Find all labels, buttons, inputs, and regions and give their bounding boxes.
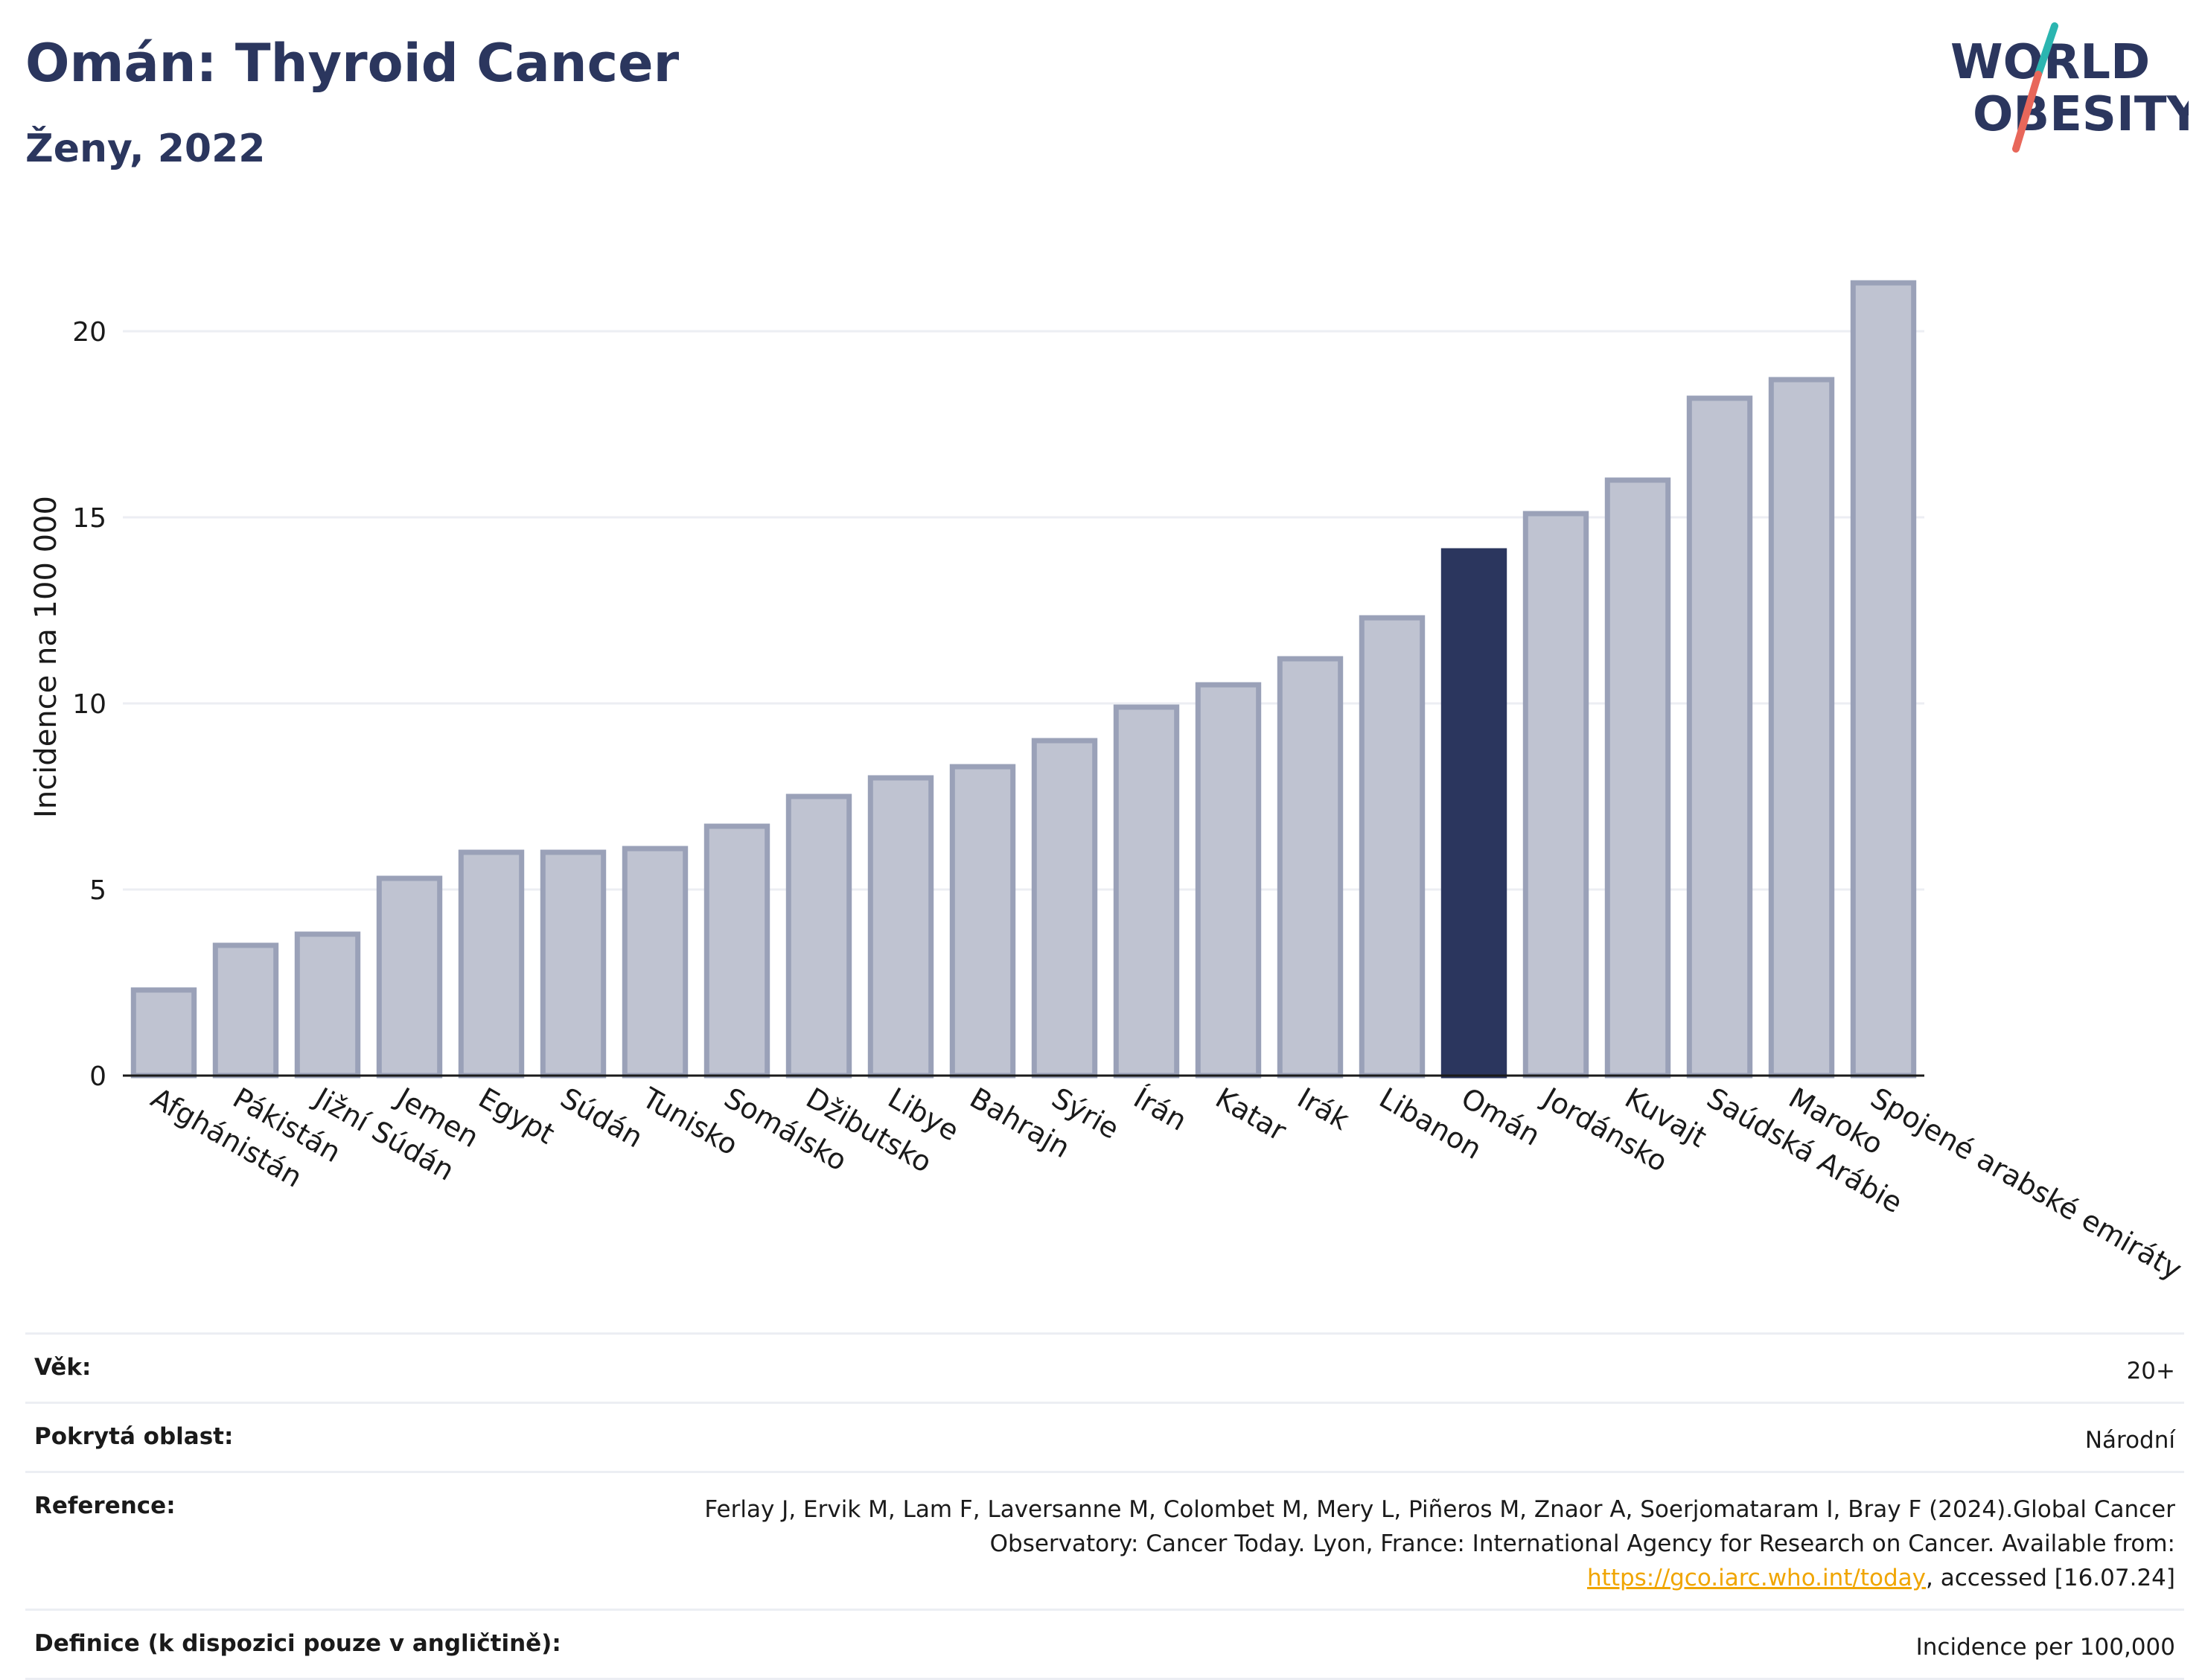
x-tick-label: Tunisko: [636, 1081, 744, 1162]
reference-accessed: , accessed [16.07.24]: [1925, 1565, 2175, 1591]
y-tick-label: 10: [72, 689, 106, 720]
bar: [1359, 615, 1426, 1079]
info-label-age: Věk:: [34, 1354, 92, 1381]
bar: [785, 793, 852, 1079]
bar: [130, 987, 197, 1079]
logo-slash-teal: [2035, 22, 2058, 78]
info-value-reference: Ferlay J, Ervik M, Lam F, Laversanne M, …: [649, 1492, 2175, 1595]
info-row-coverage: Pokrytá oblast: Národní: [25, 1402, 2184, 1471]
info-table: Věk: 20+ Pokrytá oblast: Národní Referen…: [25, 1332, 2184, 1680]
bar: [703, 823, 770, 1079]
y-tick-label: 0: [89, 1061, 106, 1092]
bar: [1686, 395, 1753, 1079]
info-row-reference: Reference: Ferlay J, Ervik M, Lam F, Lav…: [25, 1471, 2184, 1609]
y-axis-title: Incidence na 100 000: [29, 496, 63, 818]
bar: [1277, 656, 1344, 1079]
info-value-definition: Incidence per 100,000: [1915, 1634, 2175, 1661]
bar: [1031, 738, 1098, 1079]
info-label-definition: Definice (k dispozici pouze v angličtině…: [34, 1630, 561, 1657]
bar: [1195, 682, 1262, 1079]
world-obesity-logo: WORLD OBESITY: [1950, 22, 2189, 153]
info-row-definition: Definice (k dispozici pouze v angličtině…: [25, 1609, 2184, 1680]
info-row-age: Věk: 20+: [25, 1332, 2184, 1402]
bar: [294, 931, 361, 1079]
bar: [212, 942, 279, 1079]
bar: [540, 849, 607, 1079]
info-label-reference: Reference:: [34, 1492, 176, 1519]
x-tick-label: Katar: [1210, 1082, 1292, 1148]
info-value-coverage: Národní: [2084, 1427, 2175, 1454]
bar: [1440, 548, 1507, 1079]
chart-subtitle: Ženy, 2022: [25, 127, 266, 171]
logo-text-obesity: OBESITY: [1973, 87, 2189, 142]
bar: [949, 764, 1016, 1079]
bar: [1522, 511, 1589, 1079]
x-tick-label: Spojené arabské emiráty: [1866, 1082, 2188, 1286]
bar: [867, 775, 934, 1079]
y-tick-label: 15: [72, 503, 106, 534]
bar: [622, 846, 689, 1079]
x-tick-label: Írán: [1129, 1082, 1193, 1137]
bar: [1768, 377, 1835, 1079]
bar: [1850, 280, 1917, 1079]
reference-link[interactable]: https://gco.iarc.who.int/today: [1587, 1565, 1926, 1591]
bar: [1604, 477, 1671, 1079]
y-tick-label: 5: [89, 875, 106, 906]
bar: [458, 849, 525, 1079]
chart-title: Omán: Thyroid Cancer: [25, 33, 680, 94]
info-value-age: 20+: [2126, 1358, 2175, 1384]
info-label-coverage: Pokrytá oblast:: [34, 1423, 234, 1450]
logo-slash-red: [2012, 71, 2042, 153]
x-tick-label: Egypt: [473, 1082, 561, 1151]
bar: [376, 875, 443, 1079]
reference-text: Ferlay J, Ervik M, Lam F, Laversanne M, …: [704, 1496, 2175, 1557]
x-tick-label: Irák: [1292, 1082, 1355, 1137]
y-tick-label: 20: [72, 317, 106, 348]
bar: [1113, 704, 1180, 1079]
x-tick-label: Súdán: [555, 1082, 649, 1154]
